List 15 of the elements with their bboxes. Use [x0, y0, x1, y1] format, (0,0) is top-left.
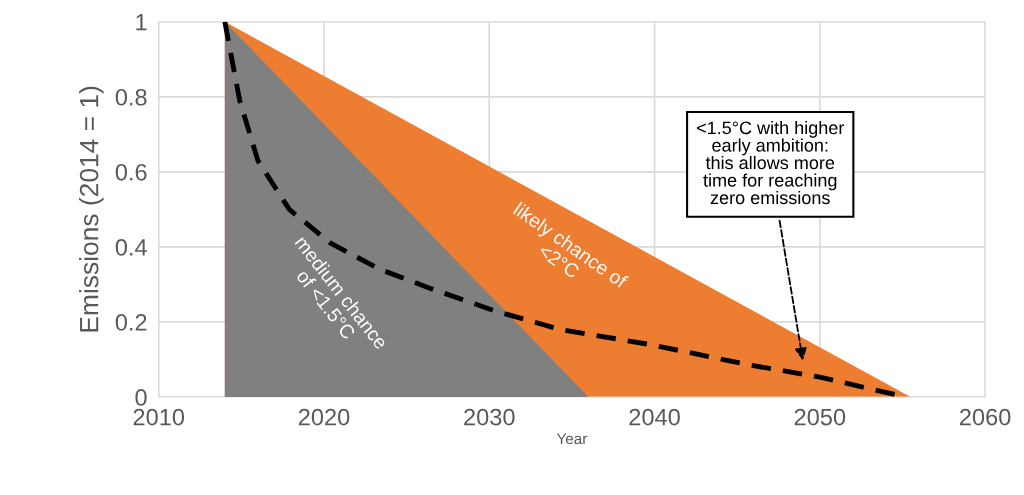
annotation: <1.5°C with higher early ambition: this allows more time for reaching zero emissions — [697, 120, 845, 205]
x-tick-label: 2050 — [794, 408, 846, 426]
y-tick-label: 1 — [136, 14, 147, 31]
x-tick-label: 2060 — [960, 408, 1011, 426]
y-tick-label: 0.6 — [115, 163, 147, 181]
x-tick-label: 2020 — [298, 408, 350, 426]
y-tick-label: 0.2 — [115, 314, 147, 331]
x-axis-title: Year — [556, 433, 588, 445]
y-tick-label: 0.8 — [115, 88, 147, 106]
y-tick-label: 0 — [135, 389, 147, 406]
x-tick-label: 2030 — [464, 408, 515, 426]
x-tick-label: 2010 — [133, 408, 185, 426]
x-tick-label: 2040 — [629, 408, 680, 426]
y-axis-title: Emissions (2014 = 1) — [79, 86, 104, 332]
y-tick-label: 0.4 — [115, 238, 147, 256]
